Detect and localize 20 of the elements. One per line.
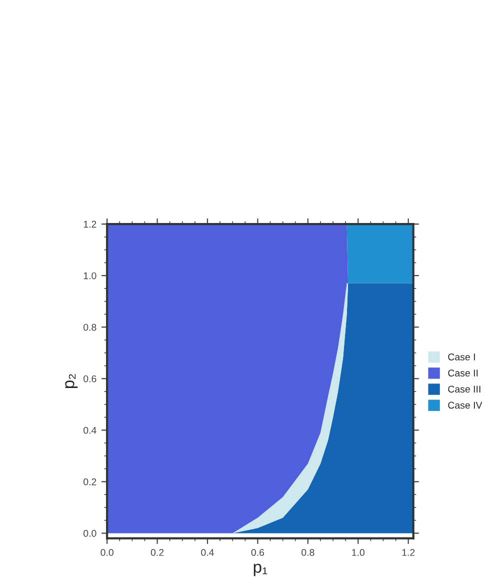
x-tick-label: 0.2 <box>150 549 164 556</box>
x-tick-label: 0.6 <box>251 549 264 556</box>
y-tick-label: 1.2 <box>84 220 96 228</box>
y-tick-label: 0.8 <box>84 324 96 331</box>
y-tick-label: 1.0 <box>84 272 96 280</box>
x-tick-label: 0.0 <box>100 549 114 556</box>
y-tick-label: 0.2 <box>84 478 96 486</box>
legend-label: Case III <box>448 386 480 393</box>
y-tick-label: 0.0 <box>84 530 96 537</box>
legend-label: Case II <box>448 370 478 376</box>
x-axis-title: p₁ <box>254 564 268 576</box>
x-tick-label: 1.0 <box>352 549 364 556</box>
x-tick-label: 0.8 <box>302 549 314 556</box>
legend-label: Case IV <box>448 402 482 409</box>
x-tick-label: 0.4 <box>201 549 214 556</box>
y-axis-title: p₂ <box>65 374 78 388</box>
legend-label: Case I <box>448 354 475 360</box>
x-tick-label: 1.2 <box>402 549 415 556</box>
y-tick-label: 0.6 <box>84 375 96 382</box>
y-tick-label: 0.4 <box>84 426 96 434</box>
